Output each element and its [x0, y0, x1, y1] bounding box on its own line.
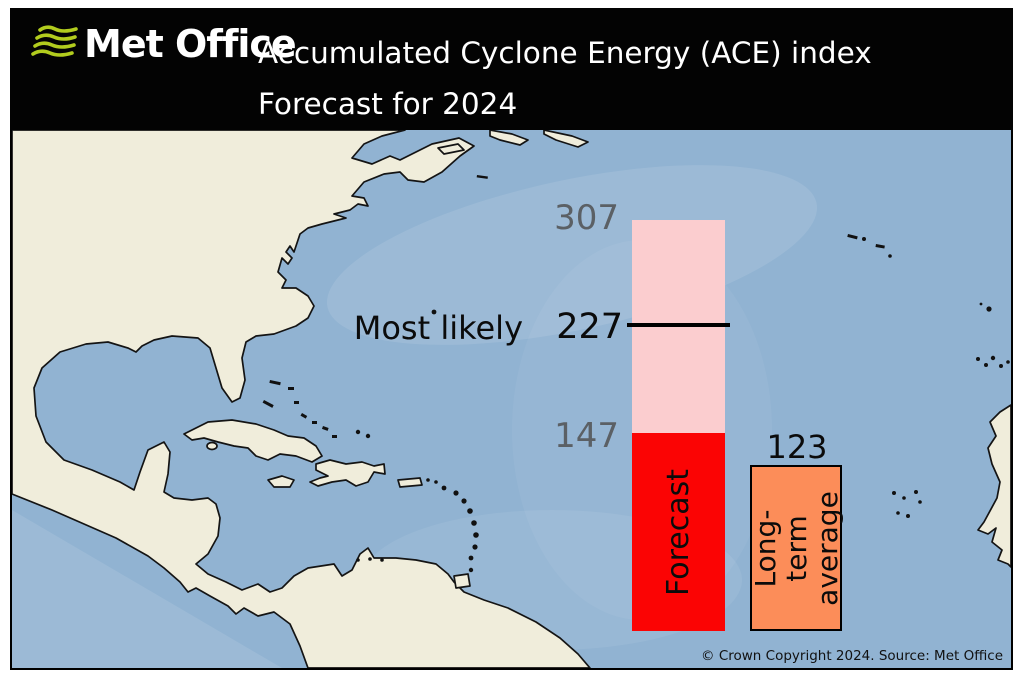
coastline-graphic — [12, 130, 1011, 668]
most-likely-value: 227 — [556, 307, 623, 347]
forecast-bar: Forecast — [632, 433, 725, 631]
most-likely-label: Most likely — [353, 309, 523, 347]
atlantic-basin-map: Forecast Long-term average 307 Most likel… — [10, 130, 1013, 670]
copyright-note: © Crown Copyright 2024. Source: Met Offi… — [701, 648, 1003, 664]
small-islands — [262, 175, 1010, 573]
figure-frame: Met Office Accumulated Cyclone Energy (A… — [10, 8, 1013, 670]
title-line-2: Forecast for 2024 — [258, 87, 518, 121]
title-line-1: Accumulated Cyclone Energy (ACE) index — [258, 36, 872, 70]
most-likely-line — [627, 323, 730, 327]
long-term-average-bar: Long-term average — [748, 465, 844, 631]
average-value: 123 — [766, 428, 828, 466]
range-low-value: 147 — [554, 416, 619, 456]
met-office-waves-icon — [31, 25, 78, 57]
forecast-bar-label: Forecast — [661, 468, 697, 596]
brand-name: Met Office — [84, 22, 297, 66]
header-bar: Met Office Accumulated Cyclone Energy (A… — [10, 8, 1013, 130]
range-high-value: 307 — [554, 198, 619, 238]
average-bar-label: Long-term average — [748, 490, 844, 606]
page-title: Accumulated Cyclone Energy (ACE) index F… — [258, 28, 872, 130]
